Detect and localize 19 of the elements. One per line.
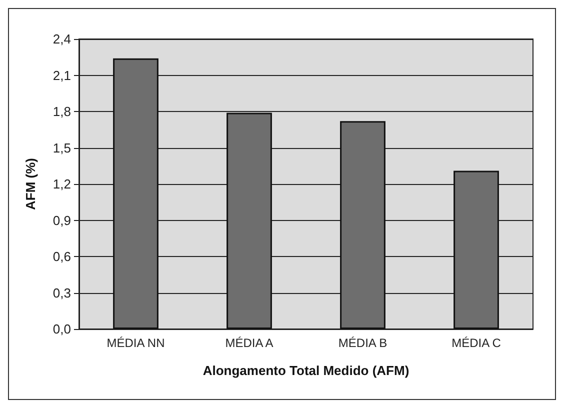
y-tick-label: 1,5 (52, 140, 71, 156)
x-axis-title: Alongamento Total Medido (AFM) (202, 363, 410, 378)
y-tick-label: 0,3 (52, 285, 71, 300)
x-tick-label: MÉDIA B (338, 336, 388, 350)
bar (340, 121, 386, 329)
bar (113, 58, 158, 329)
bar (454, 170, 499, 329)
y-tick-label: 0,9 (52, 212, 71, 228)
y-tick-label: 2,4 (52, 32, 71, 46)
y-tick-label: 1,8 (52, 104, 71, 119)
y-axis-title: AFM (%) (23, 158, 38, 210)
x-tick-label: MÉDIA NN (106, 336, 165, 350)
y-tick-label: 0,6 (52, 249, 71, 264)
x-tick-label: MÉDIA C (452, 336, 502, 350)
y-tick-label: 1,2 (52, 176, 71, 192)
bar (226, 112, 272, 329)
y-tick-label: 2,1 (52, 68, 71, 83)
y-tick-label: 0,0 (52, 322, 71, 336)
x-tick-label: MÉDIA A (225, 336, 274, 350)
